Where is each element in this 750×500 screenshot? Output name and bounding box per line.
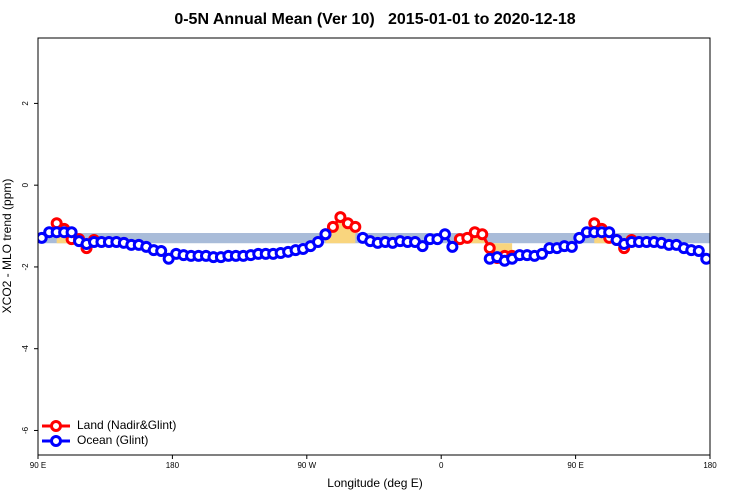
- data-point: [603, 226, 616, 239]
- data-point: [38, 231, 48, 244]
- x-tick-label: 90 E: [567, 461, 583, 470]
- data-point: [700, 252, 710, 265]
- data-point: [476, 228, 489, 241]
- data-point: [334, 211, 347, 224]
- legend-label: Ocean (Glint): [77, 433, 148, 447]
- plot-area: [38, 211, 710, 267]
- legend-marker: [50, 435, 62, 447]
- x-axis-label: Longitude (deg E): [327, 476, 422, 490]
- x-tick-label: 180: [703, 461, 717, 470]
- data-point: [536, 247, 548, 260]
- data-point: [461, 231, 474, 244]
- x-tick-label: 0: [439, 461, 444, 470]
- legend: Land (Nadir&Glint)Ocean (Glint): [42, 418, 176, 447]
- legend-marker: [50, 420, 62, 432]
- land-fill: [56, 223, 94, 249]
- legend-label: Land (Nadir&Glint): [77, 418, 176, 432]
- data-point: [692, 244, 705, 257]
- chart-title: 0-5N Annual Mean (Ver 10) 2015-01-01 to …: [174, 11, 575, 28]
- data-point: [155, 244, 168, 257]
- y-tick-label: 2: [21, 101, 30, 106]
- x-tick-label: 90 E: [30, 461, 46, 470]
- plot-frame: [37, 37, 711, 456]
- x-tick-label: 90 W: [297, 461, 316, 470]
- axes: 90 E 180 90 W 0 90 E 180 -6 -4 -2 0 2: [21, 101, 717, 470]
- y-tick-label: -4: [21, 345, 30, 353]
- y-axis-label: XCO2 - MLO trend (ppm): [0, 179, 14, 314]
- data-point: [573, 231, 586, 244]
- y-tick-label: 0: [21, 182, 30, 187]
- y-tick-label: -6: [21, 426, 30, 434]
- data-point: [349, 220, 362, 233]
- data-point: [65, 226, 78, 239]
- data-point: [438, 228, 451, 241]
- y-tick-label: -2: [21, 263, 30, 271]
- data-point: [312, 236, 324, 249]
- data-point: [483, 242, 496, 255]
- data-point: [446, 240, 459, 253]
- data-point: [565, 240, 578, 253]
- data-point: [319, 228, 332, 241]
- x-tick-label: 180: [166, 461, 180, 470]
- data-point: [326, 220, 339, 233]
- land-fill: [594, 223, 632, 249]
- data-point: [416, 240, 429, 253]
